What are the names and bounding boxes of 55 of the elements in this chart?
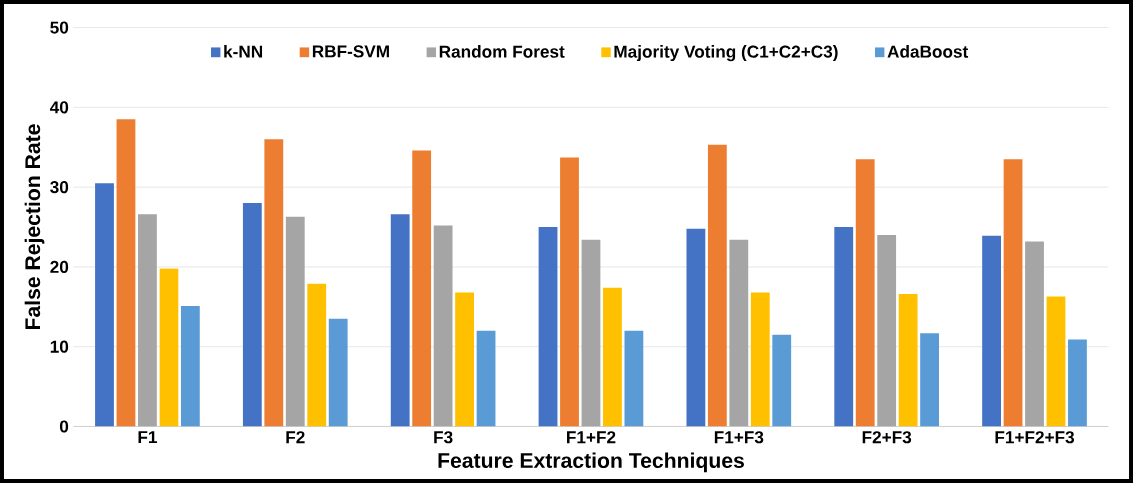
bar	[1068, 339, 1087, 427]
bar	[982, 235, 1001, 427]
bar	[264, 139, 284, 427]
bar	[898, 294, 918, 427]
bar	[390, 214, 410, 427]
legend-label: AdaBoost	[887, 45, 969, 58]
bar	[834, 227, 854, 427]
legend-label: RBF-SVM	[312, 45, 389, 58]
bar	[307, 283, 327, 427]
y-axis-title: False Rejection Rate	[24, 124, 45, 330]
bar	[581, 239, 601, 427]
bar	[750, 292, 770, 427]
bar	[603, 287, 622, 427]
bar	[455, 292, 474, 427]
bar	[1025, 241, 1044, 427]
bar	[412, 150, 432, 427]
legend-label: k-NN	[224, 45, 263, 58]
bar	[433, 225, 453, 427]
bar	[538, 227, 558, 427]
bar	[242, 203, 262, 427]
bar	[686, 228, 706, 427]
bar	[476, 330, 496, 427]
x-tick-label: F3	[434, 431, 453, 444]
legend-label: Majority Voting (C1+C2+C3)	[614, 45, 838, 62]
bar	[624, 330, 644, 427]
bar	[285, 216, 305, 427]
x-axis-title: Feature Extraction Techniques	[438, 452, 744, 473]
y-tick-label: 40	[49, 101, 69, 114]
bar	[95, 183, 114, 427]
x-tick-label: F1+F2	[567, 431, 616, 444]
bar	[159, 268, 179, 427]
x-tick-label: F2	[286, 431, 305, 444]
y-tick-label: 30	[50, 181, 69, 194]
y-tick-label: 0	[59, 420, 69, 433]
y-tick-label: 20	[50, 260, 69, 273]
bar	[560, 157, 579, 427]
bar	[1046, 296, 1066, 427]
y-tick-label: 50	[50, 21, 69, 34]
bar	[180, 306, 200, 427]
bar	[1003, 159, 1023, 427]
x-tick-label: F1+F2+F3	[995, 431, 1075, 444]
bar	[116, 119, 136, 427]
bar	[920, 333, 939, 427]
bar	[855, 159, 875, 427]
bar	[707, 144, 727, 427]
x-tick-label: F1	[138, 431, 157, 443]
x-tick-label: F1+F3	[714, 431, 764, 444]
x-tick-label: F2+F3	[862, 431, 912, 444]
legend-label: Random Forest	[439, 45, 565, 58]
bar	[729, 239, 749, 427]
y-tick-label: 10	[50, 340, 69, 353]
bar	[877, 235, 897, 427]
bar	[772, 334, 792, 427]
bar	[328, 318, 348, 427]
bar	[138, 214, 157, 427]
